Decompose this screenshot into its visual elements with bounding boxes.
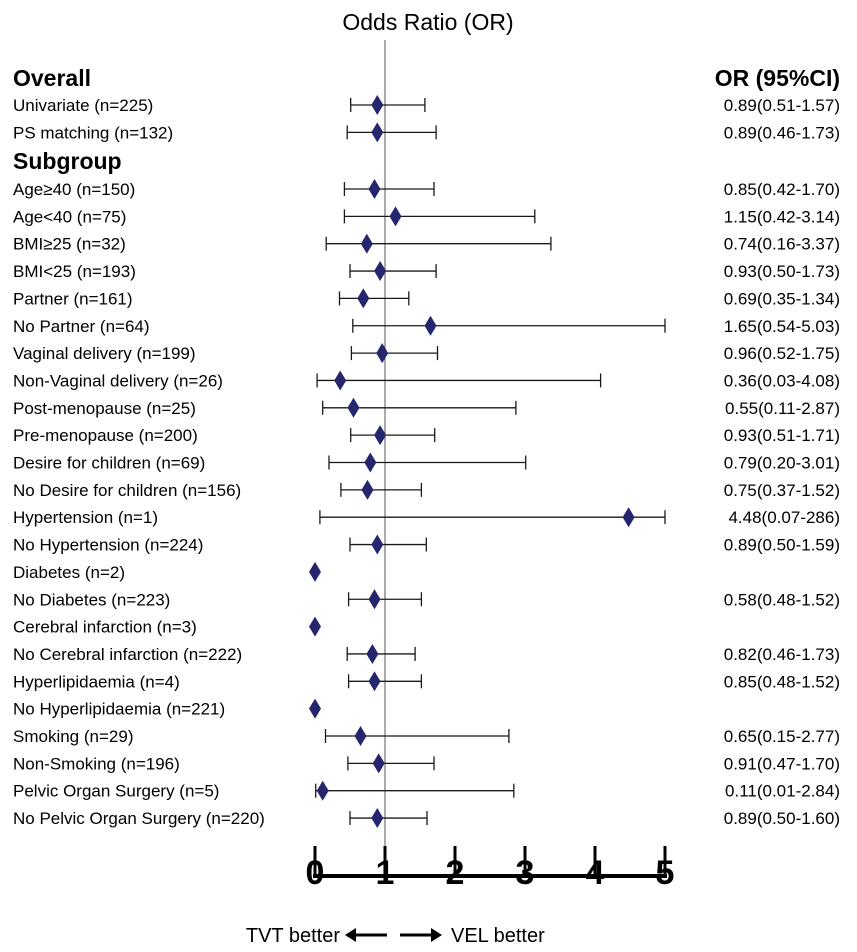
or-point-marker <box>309 561 321 582</box>
or-ci-label: 0.91(0.47-1.70) <box>724 754 840 773</box>
or-point-marker <box>368 179 381 199</box>
or-column-header: OR (95%CI) <box>715 65 840 91</box>
or-point-marker <box>371 534 384 555</box>
or-point-marker <box>371 95 384 115</box>
row-label: Pelvic Organ Surgery (n=5) <box>13 782 219 801</box>
or-point-marker <box>389 206 402 227</box>
or-point-marker <box>366 643 379 664</box>
row-label: No Hyperlipidaemia (n=221) <box>13 700 225 719</box>
row-label: No Diabetes (n=223) <box>13 590 170 609</box>
or-point-marker <box>368 589 381 610</box>
or-ci-label: 0.93(0.51-1.71) <box>724 426 840 445</box>
or-point-marker <box>347 397 360 418</box>
row-label: BMI<25 (n=193) <box>13 262 136 281</box>
section-header: Overall <box>13 65 91 91</box>
or-point-marker <box>424 315 437 336</box>
or-point-marker <box>374 425 387 446</box>
row-label: Age<40 (n=75) <box>13 207 126 226</box>
section-header: Subgroup <box>13 148 122 174</box>
row-label: Univariate (n=225) <box>13 96 153 115</box>
or-ci-label: 0.96(0.52-1.75) <box>724 344 840 363</box>
or-ci-label: 0.58(0.48-1.52) <box>724 590 840 609</box>
row-label: No Partner (n=64) <box>13 317 150 336</box>
row-label: Diabetes (n=2) <box>13 563 125 582</box>
or-point-marker <box>374 261 387 282</box>
row-label: BMI≥25 (n=32) <box>13 235 126 254</box>
row-label: No Cerebral infarction (n=222) <box>13 645 242 664</box>
row-label: Smoking (n=29) <box>13 727 133 746</box>
or-point-marker <box>354 726 367 746</box>
or-ci-label: 1.15(0.42-3.14) <box>724 207 840 226</box>
arrow-left-icon <box>345 928 356 942</box>
row-label: Non-Smoking (n=196) <box>13 754 180 773</box>
or-ci-label: 0.93(0.50-1.73) <box>724 262 840 281</box>
or-ci-label: 1.65(0.54-5.03) <box>724 317 840 336</box>
or-ci-label: 0.36(0.03-4.08) <box>724 371 840 390</box>
x-tick-label: 5 <box>656 854 675 892</box>
or-point-marker <box>361 479 374 500</box>
or-ci-label: 0.89(0.50-1.59) <box>724 536 840 555</box>
x-tick-label: 4 <box>586 854 605 892</box>
or-ci-label: 0.75(0.37-1.52) <box>724 481 840 500</box>
or-ci-label: 4.48(0.07-286) <box>728 508 840 527</box>
row-label: No Hypertension (n=224) <box>13 536 203 555</box>
x-tick-label: 3 <box>516 854 535 892</box>
or-point-marker <box>357 288 370 309</box>
or-ci-label: 0.85(0.42-1.70) <box>724 180 840 199</box>
footer-left-label: TVT better <box>246 925 340 947</box>
row-label: PS matching (n=132) <box>13 123 173 142</box>
or-point-marker <box>360 233 373 254</box>
row-label: Age≥40 (n=150) <box>13 180 135 199</box>
or-ci-label: 0.11(0.01-2.84) <box>725 782 840 801</box>
footer-right-label: VEL better <box>451 925 545 947</box>
arrow-right-icon <box>431 928 442 942</box>
or-point-marker <box>309 616 321 637</box>
or-ci-label: 0.79(0.20-3.01) <box>724 454 840 473</box>
or-ci-label: 0.65(0.15-2.77) <box>724 727 840 746</box>
or-ci-label: 0.82(0.46-1.73) <box>724 645 840 664</box>
row-label: Partner (n=161) <box>13 289 133 308</box>
row-label: Cerebral infarction (n=3) <box>13 618 197 637</box>
or-ci-label: 0.55(0.11-2.87) <box>725 399 840 418</box>
x-tick-label: 1 <box>376 854 395 892</box>
or-ci-label: 0.89(0.51-1.57) <box>724 96 840 115</box>
or-point-marker <box>371 808 384 829</box>
or-ci-label: 0.69(0.35-1.34) <box>724 289 840 308</box>
or-point-marker <box>376 343 389 364</box>
or-point-marker <box>368 671 381 692</box>
or-point-marker <box>372 753 385 774</box>
row-label: Vaginal delivery (n=199) <box>13 344 196 363</box>
or-ci-label: 0.89(0.46-1.73) <box>724 123 840 142</box>
row-label: Desire for children (n=69) <box>13 454 205 473</box>
or-point-marker <box>316 780 329 801</box>
row-label: Hypertension (n=1) <box>13 508 158 527</box>
or-ci-label: 0.89(0.50-1.60) <box>724 809 840 828</box>
row-label: No Pelvic Organ Surgery (n=220) <box>13 809 265 828</box>
or-point-marker <box>622 507 635 528</box>
row-label: Post-menopause (n=25) <box>13 399 196 418</box>
row-label: Hyperlipidaemia (n=4) <box>13 672 180 691</box>
row-label: Pre-menopause (n=200) <box>13 426 198 445</box>
chart-title: Odds Ratio (OR) <box>342 9 513 35</box>
x-tick-label: 2 <box>446 854 465 892</box>
or-point-marker <box>371 122 384 143</box>
or-ci-label: 0.74(0.16-3.37) <box>724 235 840 254</box>
or-point-marker <box>309 698 321 719</box>
or-ci-label: 0.85(0.48-1.52) <box>724 672 840 691</box>
row-label: Non-Vaginal delivery (n=26) <box>13 371 223 390</box>
x-tick-label: 0 <box>306 854 325 892</box>
or-point-marker <box>334 370 347 391</box>
row-label: No Desire for children (n=156) <box>13 481 241 500</box>
or-point-marker <box>364 452 377 473</box>
